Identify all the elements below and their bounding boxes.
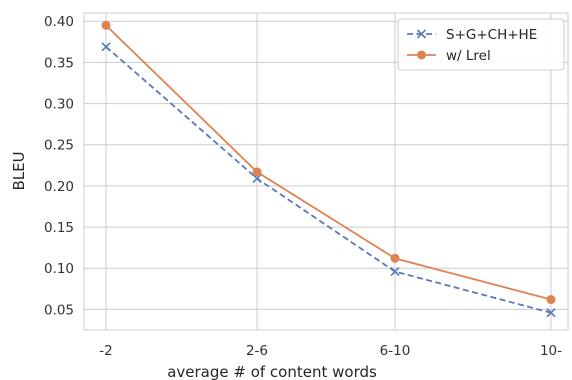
legend-box [397,18,565,71]
data-point [390,266,400,277]
y-tick-label: 0.40 [44,14,74,30]
y-tick-label: 0.25 [44,138,74,154]
series-2 [101,20,556,305]
x-axis-label: average # of content words [167,363,377,380]
x-axis-ticks: -2 2-6 6-10 10- [99,343,562,359]
legend-label: S+G+CH+HE [446,27,537,43]
series-1 [101,42,556,318]
y-tick-label: 0.20 [44,179,74,195]
legend: S+G+CH+HE w/ Lrel [397,18,565,71]
x-tick-label: -2 [99,343,112,359]
plot-frame [83,12,569,331]
data-point [252,167,262,177]
legend-marker [417,50,426,60]
series-layer [101,20,556,318]
series-line [105,24,552,301]
y-tick-label: 0.35 [44,55,74,71]
y-tick-label: 0.15 [44,220,74,236]
data-point [252,173,262,184]
y-axis-label: BLEU [10,151,28,190]
legend-item: w/ Lrel [407,48,491,64]
x-tick-label: 2-6 [246,343,268,359]
legend-label: w/ Lrel [446,48,491,64]
data-point [546,295,556,305]
legend-marker [416,29,427,39]
x-tick-label: 6-10 [380,343,411,359]
y-tick-label: 0.30 [44,97,74,113]
data-point [101,42,111,52]
data-point [390,253,400,263]
y-tick-label: 0.05 [44,302,74,318]
x-tick-label: 10- [540,343,562,359]
y-axis-ticks: 0.05 0.10 0.15 0.20 0.25 0.30 0.35 0.40 [44,14,74,318]
series-line [105,46,552,314]
data-point [101,20,111,30]
y-tick-label: 0.10 [44,261,74,277]
data-point [546,308,556,318]
legend-item: S+G+CH+HE [407,27,537,43]
